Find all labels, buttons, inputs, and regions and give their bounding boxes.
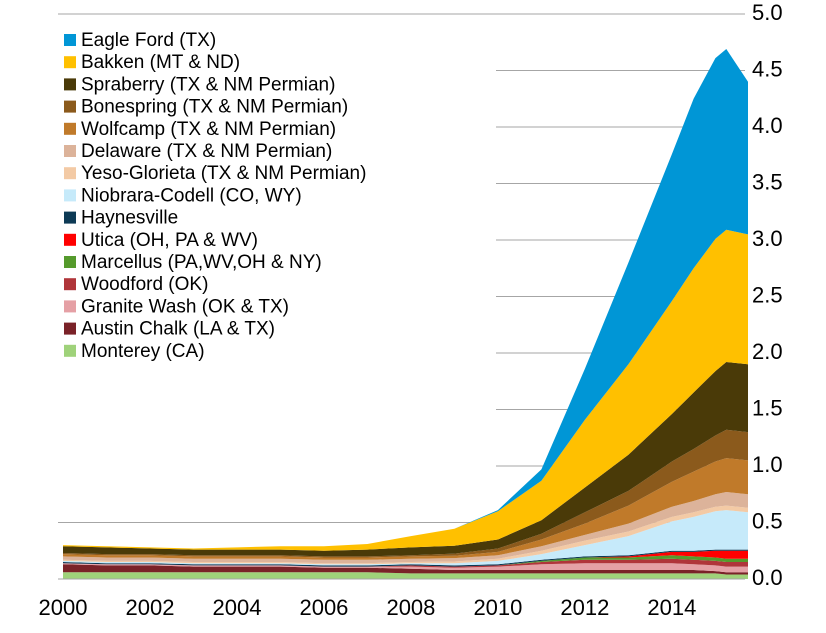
x-tick-label: 2008 [386,595,435,620]
legend-swatch [64,34,76,46]
legend-swatch [64,300,76,313]
legend-swatch [64,145,76,157]
legend-label: Utica (OH, PA & WV) [81,230,258,251]
x-tick-label: 2002 [126,595,175,620]
legend-label: Woodford (OK) [81,274,208,295]
y-tick-label: 1.0 [752,452,783,477]
legend-label: Marcellus (PA,WV,OH & NY) [81,252,322,273]
legend-swatch [64,78,76,91]
legend-swatch [64,189,76,202]
area [63,555,748,567]
legend-label: Wolfcamp (TX & NM Permian) [81,119,336,140]
x-tick-label: 2012 [560,595,609,620]
legend-swatch [64,167,76,180]
area [63,510,748,566]
area [63,564,748,575]
legend-label: Niobrara-Codell (CO, WY) [81,185,302,206]
legend-label: Bonespring (TX & NM Permian) [81,97,348,118]
area [63,572,748,579]
legend-swatch [64,344,76,357]
legend-label: Bakken (MT & ND) [81,52,240,73]
y-tick-label: 0.0 [752,565,783,590]
area [63,550,748,567]
area [63,429,748,558]
y-tick-label: 5.0 [752,0,783,25]
legend-swatch [64,278,76,291]
x-tick-label: 2004 [212,595,261,620]
y-tick-label: 2.0 [752,339,783,364]
legend-label: Austin Chalk (LA & TX) [81,319,275,340]
area [63,49,748,549]
y-tick-label: 3.0 [752,226,783,251]
legend-label: Granite Wash (OK & TX) [81,296,289,317]
area [63,458,748,560]
area [63,229,748,551]
y-tick-label: 3.5 [752,169,783,194]
legend-label: Spraberry (TX & NM Permian) [81,74,335,95]
x-tick-label: 2010 [473,595,522,620]
legend: Eagle Ford (TX)Bakken (MT & ND)Spraberry… [56,22,496,498]
legend-swatch [64,122,76,135]
y-tick-label: 0.5 [752,508,783,533]
legend-label: Eagle Ford (TX) [81,30,216,51]
x-tick-label: 2000 [39,595,88,620]
legend-label: Monterey (CA) [81,341,205,362]
legend-label: Yeso-Glorieta (TX & NM Permian) [81,163,366,184]
legend-background [56,22,496,498]
legend-swatch [64,56,76,69]
legend-swatch [64,211,76,224]
legend-label: Delaware (TX & NM Permian) [81,141,332,162]
x-tick-label: 2014 [647,595,696,620]
y-tick-label: 4.5 [752,56,783,81]
legend-swatch [64,100,76,113]
legend-label: Haynesville [81,208,178,229]
legend-swatch [64,322,76,335]
y-tick-label: 2.5 [752,282,783,307]
area [63,549,748,567]
y-tick-label: 1.5 [752,395,783,420]
y-tick-label: 4.0 [752,113,783,138]
area [63,362,748,557]
area [63,563,748,573]
legend-swatch [64,233,76,246]
x-tick-label: 2006 [299,595,348,620]
area [63,558,748,568]
legend-swatch [64,256,76,268]
